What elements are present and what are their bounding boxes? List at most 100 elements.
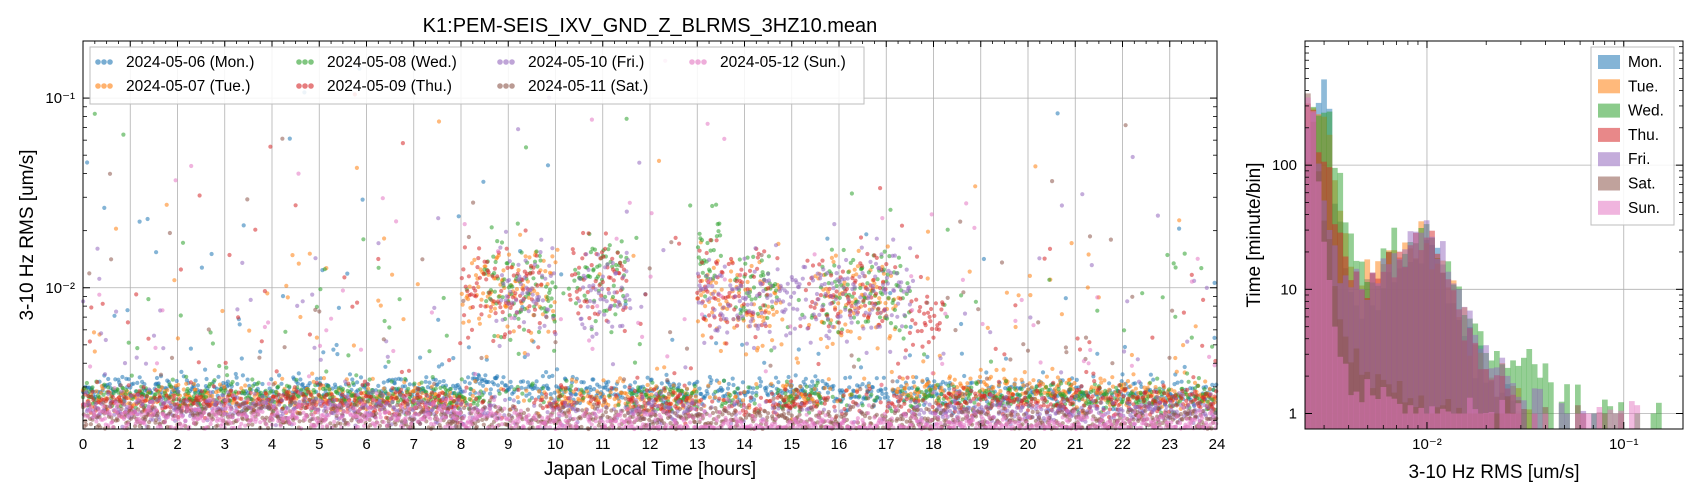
data-point [893,265,898,270]
data-point [260,394,265,399]
data-point [697,248,702,253]
data-point [713,296,718,301]
data-point [714,238,719,243]
data-point [1029,385,1034,390]
data-point [90,385,95,390]
data-point [578,304,583,309]
data-point [769,381,774,386]
data-point [759,258,764,263]
data-point [770,304,775,309]
data-point [311,379,316,384]
data-point [682,383,687,388]
data-point [874,376,879,381]
data-point [765,315,770,321]
data-point [440,396,445,401]
data-point [1091,371,1096,376]
data-point [770,338,775,343]
data-point [910,342,916,347]
data-point [506,252,512,257]
data-point [350,304,355,309]
data-point [717,221,722,226]
data-point [1212,335,1217,340]
data-point [548,396,553,401]
data-point [419,398,424,403]
data-point [146,336,151,341]
data-point [176,382,181,387]
data-point [468,386,473,391]
data-point [1194,393,1199,398]
data-point [510,284,515,289]
data-point [717,380,722,385]
data-point [376,256,381,262]
data-point [184,374,189,379]
data-point [1090,394,1095,399]
data-point [283,329,288,334]
data-point [1079,384,1084,389]
data-point [209,251,214,257]
data-point [484,277,489,282]
data-point [385,395,390,400]
data-point [742,389,747,395]
data-point [345,271,350,276]
data-point [716,229,721,234]
data-point [1110,407,1116,412]
data-point [277,402,282,407]
data-point [188,380,193,385]
data-point [607,243,612,248]
data-point [998,389,1003,394]
data-point [708,238,713,243]
data-point [144,394,149,399]
data-point [470,305,475,310]
data-point [735,323,740,328]
data-point [889,369,894,375]
data-point [825,390,831,395]
data-point [866,270,872,275]
data-point [882,395,887,400]
data-point [217,363,222,369]
data-point [924,388,929,393]
data-point [877,315,883,320]
data-point [1087,340,1092,345]
data-point [1120,372,1125,377]
data-point [662,386,667,391]
data-point [818,336,824,342]
data-point [714,280,719,285]
data-point [984,383,990,388]
data-point [137,388,142,393]
data-point [547,287,553,292]
data-point [1099,380,1104,385]
data-point [627,385,632,390]
chart-title: K1:PEM-SEIS_IXV_GND_Z_BLRMS_3HZ10.mean [423,15,878,37]
data-point [527,391,532,396]
data-point [897,328,902,333]
data-point [569,380,575,385]
data-point [591,267,596,272]
data-point [524,393,529,398]
data-point [1022,370,1027,375]
data-point [441,379,446,384]
data-point [258,349,263,354]
data-point [1055,111,1060,116]
data-point [860,403,865,408]
data-point [342,275,347,280]
data-point [720,387,725,392]
data-point [534,249,539,254]
data-point [786,374,791,380]
data-point [358,375,364,380]
data-point [290,253,295,258]
data-point [618,376,623,381]
data-point [504,246,509,251]
data-point [846,270,851,275]
data-point [654,384,659,389]
data-point [644,388,650,393]
data-point [782,398,787,403]
data-point [137,375,142,380]
data-point [1040,387,1045,392]
data-point [879,388,884,393]
data-point [403,376,408,382]
data-point [803,288,809,293]
data-point [1186,379,1191,384]
data-point [511,273,516,278]
data-point [901,336,906,341]
data-point [458,401,464,406]
